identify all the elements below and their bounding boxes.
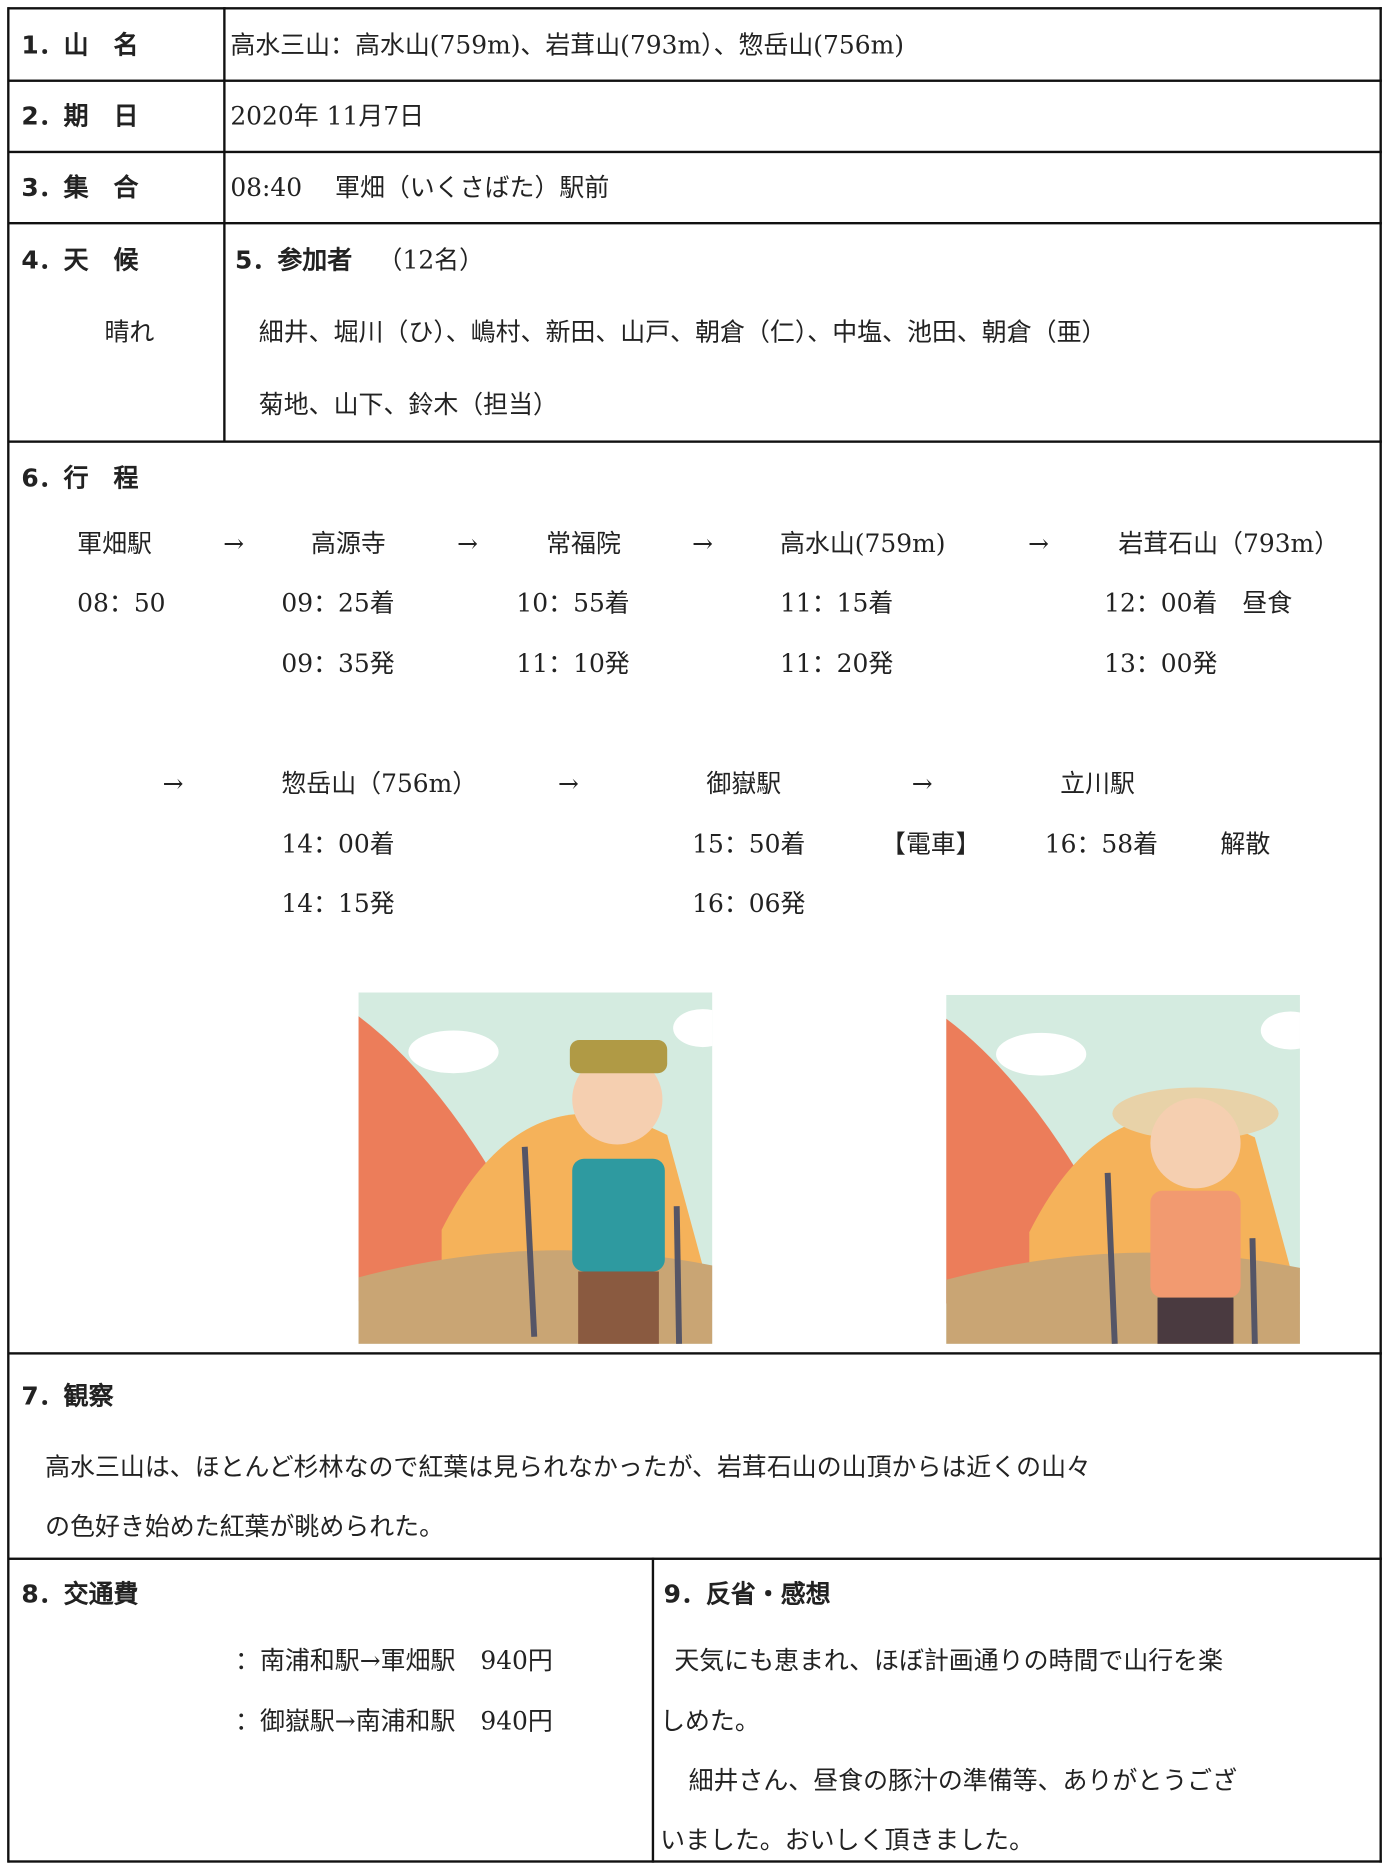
itinerary-cell: 14：15発 (281, 889, 395, 918)
itinerary-cell: → (457, 529, 478, 558)
itinerary-cell: 16：06発 (692, 889, 806, 918)
text: しめた。 (660, 1707, 760, 1736)
border (8, 1557, 1382, 1560)
border (651, 1557, 655, 1863)
value: 細井、堀川（ひ）、嶋村、新田、山戸、朝倉（仁）、中塩、池田、朝倉（亜） (258, 318, 1107, 347)
itinerary-cell: 【電車】 (880, 829, 981, 859)
text: いました。おいしく頂きました。 (660, 1825, 1035, 1855)
itinerary-cell: 軍畑駅 (77, 529, 152, 558)
text: 高水三山は、ほとんど杉林なので紅葉は見られなかったが、岩茸石山の山頂からは近くの… (45, 1453, 1091, 1482)
itinerary-cell: 09：25着 (281, 588, 395, 618)
value: 晴れ (104, 318, 155, 347)
border (8, 1860, 1382, 1863)
border (8, 7, 1382, 10)
itinerary-cell: 高水山(759m) (779, 529, 946, 558)
text: ：南浦和駅→軍畑駅 940円 (235, 1646, 553, 1676)
itinerary-cell: 御嶽駅 (706, 769, 782, 798)
border (8, 440, 1382, 443)
label: 2．期 日 (21, 102, 139, 131)
border (8, 222, 1382, 225)
label: 3．集 合 (21, 173, 139, 202)
itinerary-cell: → (1028, 529, 1050, 558)
itinerary-cell: → (557, 769, 579, 798)
label: 1．山 名 (21, 30, 139, 60)
itinerary-cell: 08：50 (77, 588, 166, 618)
itinerary-cell: 11：10発 (516, 649, 630, 678)
text: 細井さん、昼食の豚汁の準備等、ありがとうござ (688, 1766, 1238, 1796)
itinerary-cell: 11：20発 (779, 649, 894, 678)
illustration (358, 992, 713, 1344)
itinerary-cell: 14：00着 (281, 829, 395, 859)
itinerary-cell: → (162, 769, 184, 798)
itinerary-cell: → (223, 529, 245, 558)
itinerary-cell: 10：55着 (516, 588, 630, 618)
border (8, 1352, 1382, 1355)
itinerary-cell: 解散 (1220, 829, 1271, 859)
value: 2020年 11月7日 (230, 102, 425, 131)
itinerary-cell: → (692, 529, 714, 558)
border (8, 79, 1382, 82)
itinerary-cell: 13：00発 (1104, 649, 1218, 678)
label: 7．観察 (21, 1381, 114, 1411)
itinerary-cell: 立川駅 (1060, 769, 1135, 798)
itinerary-cell: 12：00着 昼食 (1104, 588, 1293, 618)
value: 菊地、山下、鈴木（担当） (258, 390, 558, 420)
itinerary-cell: → (911, 769, 933, 798)
itinerary-cell: 惣岳山（756m） (281, 769, 478, 798)
itinerary-cell: 高源寺 (311, 529, 386, 558)
illustration (946, 994, 1300, 1344)
itinerary-cell: 09：35発 (281, 649, 395, 678)
label: 9．反省・感想 (663, 1580, 831, 1609)
label: 8．交通費 (21, 1580, 139, 1609)
itinerary-cell: 常福院 (546, 529, 621, 558)
border (1379, 7, 1382, 1863)
itinerary-cell: 16：58着 (1044, 829, 1159, 859)
itinerary-cell: 15：50着 (692, 829, 806, 859)
label: 5．参加者 (235, 245, 353, 275)
itinerary-cell: 岩茸石山（793m） (1118, 529, 1340, 558)
itinerary-cell: 11：15着 (779, 588, 894, 618)
value: （12名） (377, 245, 485, 275)
label: 6．行 程 (21, 464, 139, 493)
label: 4．天 候 (21, 245, 139, 275)
text: 天気にも恵まれ、ほぼ計画通りの時間で山行を楽 (674, 1646, 1224, 1676)
text: ：御嶽駅→南浦和駅 940円 (235, 1707, 553, 1736)
value: 08:40 軍畑（いくさばた）駅前 (230, 173, 610, 202)
border (8, 150, 1382, 154)
text: の色好き始めた紅葉が眺められた。 (45, 1512, 445, 1541)
border (7, 7, 10, 1863)
border (223, 7, 226, 442)
value: 高水三山：高水山(759m)、岩茸山(793m）、惣岳山(756m) (230, 30, 904, 60)
